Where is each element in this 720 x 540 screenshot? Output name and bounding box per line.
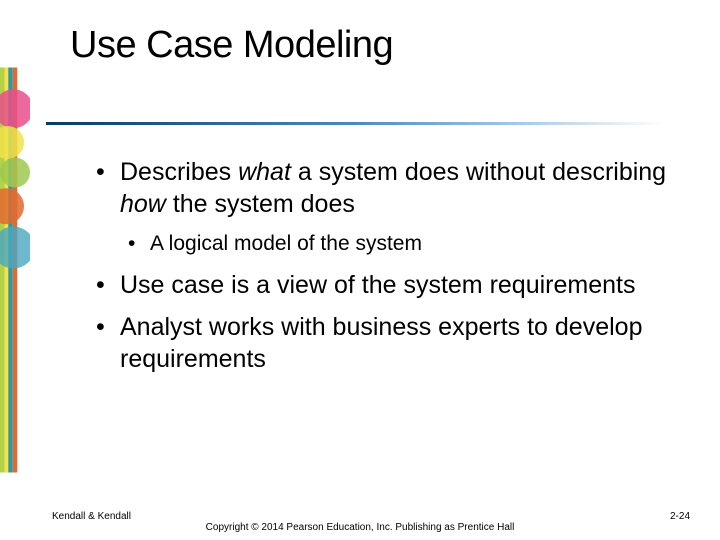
left-decoration	[0, 0, 30, 540]
footer-page-number: 2-24	[670, 511, 690, 522]
bullet-text-segment: A logical model of the system	[150, 232, 422, 255]
bullet-text-segment: Analyst works with business experts to d…	[120, 313, 642, 373]
bullet-level-2: A logical model of the system	[126, 230, 682, 257]
bullet-text-segment: the system does	[166, 190, 355, 218]
slide-content: Describes what a system does without des…	[92, 156, 682, 385]
slide: Use Case Modeling Describes what a syste…	[0, 0, 720, 540]
footer-copyright: Copyright © 2014 Pearson Education, Inc.…	[0, 522, 720, 533]
bullet-text-segment: how	[120, 190, 166, 218]
bullet-level-1: Analyst works with business experts to d…	[92, 311, 682, 375]
title-underline	[46, 122, 666, 125]
footer-author: Kendall & Kendall	[52, 511, 131, 522]
bullet-level-1: Use case is a view of the system require…	[92, 269, 682, 301]
bullet-text-segment: Use case is a view of the system require…	[120, 271, 635, 299]
bullet-text-segment: a system does without describing	[291, 158, 666, 186]
slide-title: Use Case Modeling	[70, 24, 393, 67]
bullet-text-segment: what	[238, 158, 291, 186]
bullet-text-segment: Describes	[120, 158, 238, 186]
bullet-level-1: Describes what a system does without des…	[92, 156, 682, 220]
